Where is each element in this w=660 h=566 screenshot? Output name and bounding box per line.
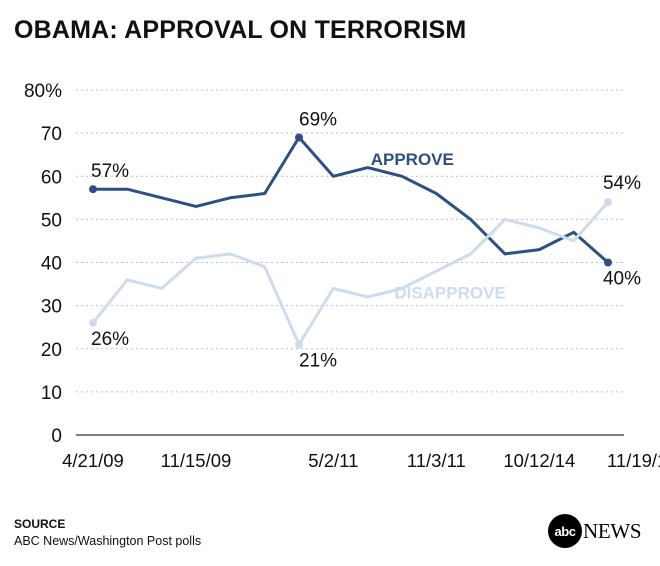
y-tick-label-50: 50 — [41, 210, 62, 231]
data-label-approve-0: 57% — [91, 161, 129, 182]
y-tick-label-70: 70 — [41, 124, 62, 145]
x-axis-ticks: 4/21/09 11/15/09 5/2/11 11/3/11 10/12/14 11/1… — [62, 450, 660, 471]
series-label-approve: APPROVE — [371, 150, 454, 169]
data-label-disapprove-15: 54% — [603, 173, 641, 194]
x-tick-label-11-3-11: 11/3/11 — [407, 450, 466, 471]
abc-logo-circle: abc — [548, 514, 582, 548]
series-label-disapprove: DISAPPROVE — [394, 284, 505, 303]
y-tick-label-0: 0 — [51, 426, 62, 447]
x-tick-label-4-21-09: 4/21/09 — [62, 450, 124, 471]
marker-disapprove-15 — [604, 198, 612, 207]
data-label-disapprove-0: 26% — [91, 329, 129, 350]
source-label: SOURCE — [14, 517, 66, 531]
data-label-disapprove-6: 21% — [299, 350, 337, 371]
series-lines — [91, 135, 610, 346]
y-tick-label-30: 30 — [41, 297, 62, 318]
marker-disapprove-0 — [89, 318, 97, 327]
endpoint-markers — [89, 133, 612, 349]
chart-title: OBAMA: APPROVAL ON TERRORISM — [14, 16, 467, 44]
source-text: ABC News/Washington Post polls — [14, 534, 202, 548]
news-logo-word: NEWS — [583, 518, 642, 543]
grid-lines — [76, 89, 624, 436]
data-label-approve-15: 40% — [603, 269, 641, 290]
x-tick-label-5-2-11: 5/2/11 — [308, 450, 358, 471]
series-line-approve — [91, 135, 610, 264]
marker-disapprove-6 — [295, 340, 303, 349]
data-label-approve-6: 69% — [299, 109, 337, 130]
y-axis-ticks: 0 10 20 30 40 50 60 70 80% — [24, 81, 62, 447]
x-tick-label-10-12-14: 10/12/14 — [503, 450, 575, 471]
series-line-disapprove — [91, 200, 610, 346]
marker-approve-6 — [295, 133, 303, 142]
marker-approve-0 — [89, 185, 97, 194]
data-labels: APPROVE DISAPPROVE 57% 69% 40% 26% 21% 54% — [91, 109, 641, 371]
x-tick-label-11-15-09: 11/15/09 — [161, 450, 232, 471]
y-tick-label-40: 40 — [41, 254, 62, 275]
y-tick-label-10: 10 — [41, 383, 62, 404]
y-tick-label-60: 60 — [41, 167, 62, 188]
abc-news-logo: abc NEWS — [548, 514, 642, 548]
marker-approve-15 — [604, 258, 612, 267]
y-tick-label-80: 80% — [24, 81, 62, 102]
y-tick-label-20: 20 — [41, 340, 62, 361]
x-tick-label-11-19-15: 11/19/15 — [607, 450, 660, 471]
line-chart: 0 10 20 30 40 50 60 70 80% 4/21/09 11/15/09 5/2/11… — [24, 81, 660, 471]
